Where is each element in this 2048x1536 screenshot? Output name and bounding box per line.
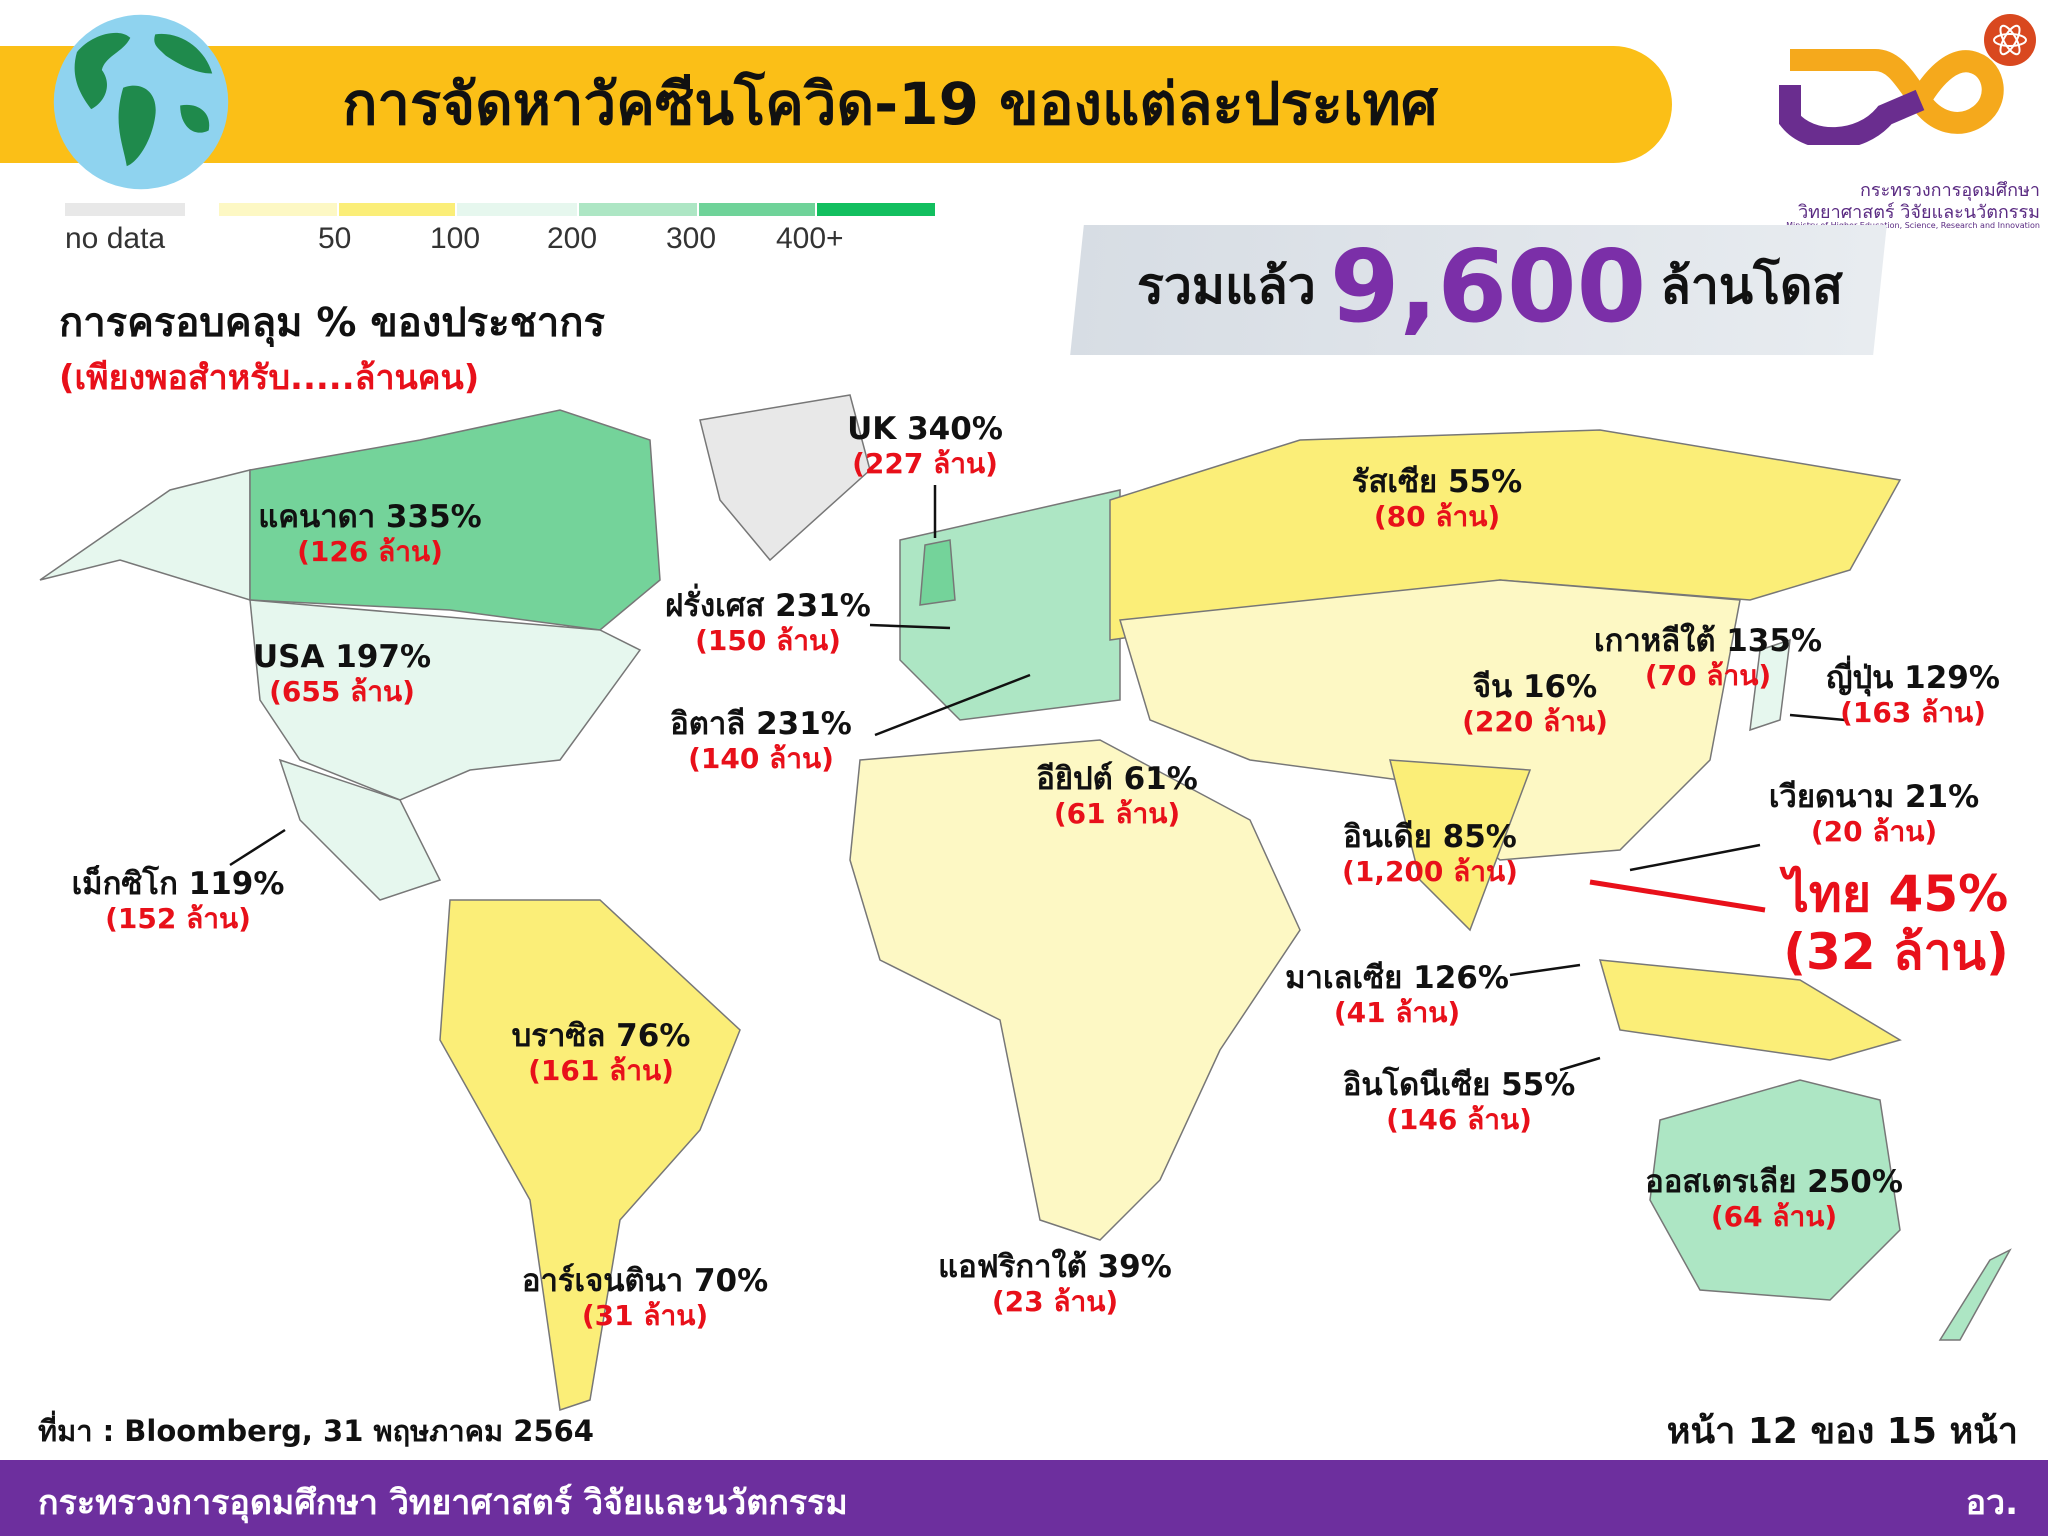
label-india: อินเดีย 85% (1,200 ล้าน) <box>1342 819 1518 888</box>
label-australia: ออสเตรเลีย 250% (64 ล้าน) <box>1645 1164 1903 1233</box>
total-doses: รวมแล้ว 9,600 ล้านโดส <box>1100 228 1880 345</box>
label-indonesia: อินโดนีเซีย 55% (146 ล้าน) <box>1342 1067 1576 1136</box>
header-banner <box>0 46 1672 163</box>
region-alaska <box>39 469 251 602</box>
region-greenland <box>699 394 871 562</box>
legend-tick: 100 <box>430 222 481 255</box>
arrow-japan <box>1789 713 1846 722</box>
label-japan: ญี่ปุ่น 129% (163 ล้าน) <box>1826 660 2000 729</box>
region-south-america <box>439 899 741 1411</box>
page-number: หน้า 12 ของ 15 หน้า <box>1666 1411 2018 1452</box>
world-map <box>39 394 2012 1411</box>
region-canada <box>249 409 661 631</box>
arrow-france <box>869 623 951 630</box>
atom-icon <box>1984 14 2036 66</box>
arrow-indonesia <box>1559 1056 1601 1072</box>
label-vietnam: เวียดนาม 21% (20 ล้าน) <box>1768 779 1980 848</box>
arrow-vietnam <box>1629 843 1761 872</box>
label-italy: อิตาลี 231% (140 ล้าน) <box>670 706 852 775</box>
region-europe <box>899 489 1121 721</box>
region-india <box>1389 759 1532 932</box>
logo-line-2: วิทยาศาสตร์ วิจัยและนวัตกรรม <box>1798 202 2040 223</box>
label-mexico: เม็กซิโก 119% (152 ล้าน) <box>71 866 285 935</box>
source-note: ที่มา : Bloomberg, 31 พฤษภาคม 2564 <box>38 1414 594 1448</box>
label-canada: แคนาดา 335% (126 ล้าน) <box>258 499 482 568</box>
legend-tick: 200 <box>547 222 598 255</box>
logo-line-3: Ministry of Higher Education, Science, R… <box>1786 221 2040 230</box>
arrow-italy <box>874 673 1031 737</box>
footer-bar <box>0 1460 2048 1536</box>
total-value: 9,600 <box>1329 228 1647 345</box>
legend-swatch-400-plus <box>817 203 935 216</box>
label-thailand: ไทย 45% (32 ล้าน) <box>1783 865 2009 981</box>
region-usa <box>249 599 642 801</box>
label-malaysia: มาเลเซีย 126% (41 ล้าน) <box>1285 960 1509 1029</box>
label-france: ฝรั่งเศส 231% (150 ล้าน) <box>665 588 871 657</box>
region-africa <box>849 739 1301 1241</box>
legend-swatch-50-100 <box>339 203 455 216</box>
legend-tick: 50 <box>318 222 352 255</box>
total-suffix: ล้านโดส <box>1660 257 1843 315</box>
legend-tick: 400+ <box>776 222 844 255</box>
legend-swatch-0-50 <box>219 203 337 216</box>
label-argentina: อาร์เจนตินา 70% (31 ล้าน) <box>521 1263 769 1332</box>
region-mexico <box>278 758 442 901</box>
legend-swatch-100-200 <box>457 203 577 216</box>
label-brazil: บราซิล 76% (161 ล้าน) <box>511 1018 691 1087</box>
logo-line-1: กระทรวงการอุดมศึกษา <box>1860 180 2040 201</box>
mhesi-logo-icon <box>1779 14 2036 145</box>
label-south-africa: แอฟริกาใต้ 39% (23 ล้าน) <box>938 1249 1172 1318</box>
page-title: การจัดหาวัคซีนโควิด-19 ของแต่ละประเทศ <box>342 70 1438 138</box>
label-south-korea: เกาหลีใต้ 135% (70 ล้าน) <box>1593 623 1823 692</box>
label-egypt: อียิปต์ 61% (61 ล้าน) <box>1036 761 1198 830</box>
legend-tick: 300 <box>666 222 717 255</box>
legend-swatch-300-400 <box>699 203 815 216</box>
label-uk: UK 340% (227 ล้าน) <box>847 411 1003 480</box>
region-asia <box>1119 579 1741 861</box>
coverage-title: การครอบคลุม % ของประชากร <box>59 300 605 346</box>
region-australia <box>1649 1079 1901 1301</box>
arrow-mexico <box>229 828 286 867</box>
arrow-malaysia <box>1509 963 1581 977</box>
ministry-logo: กระทรวงการอุดมศึกษา วิทยาศาสตร์ วิจัยและ… <box>1770 5 2040 235</box>
region-japan <box>1749 638 1791 732</box>
label-usa: USA 197% (655 ล้าน) <box>252 639 432 708</box>
legend-label-no-data: no data <box>65 222 166 255</box>
footer-abbr: อว. <box>1965 1483 2018 1523</box>
total-prefix: รวมแล้ว <box>1137 257 1316 315</box>
legend-swatch-no-data <box>65 203 185 216</box>
arrow-thailand <box>1589 879 1766 913</box>
coverage-subtitle: (เพียงพอสำหรับ.....ล้านคน) <box>59 358 480 398</box>
region-uk <box>919 539 956 606</box>
legend-swatch-200-300 <box>579 203 697 216</box>
region-new-zealand <box>1938 1248 2012 1341</box>
label-russia: รัสเซีย 55% (80 ล้าน) <box>1351 464 1523 533</box>
footer-ministry: กระทรวงการอุดมศึกษา วิทยาศาสตร์ วิจัยและ… <box>38 1483 848 1523</box>
region-southeast-asia <box>1598 959 1902 1061</box>
globe-icon <box>53 14 229 190</box>
label-china: จีน 16% (220 ล้าน) <box>1462 669 1608 738</box>
